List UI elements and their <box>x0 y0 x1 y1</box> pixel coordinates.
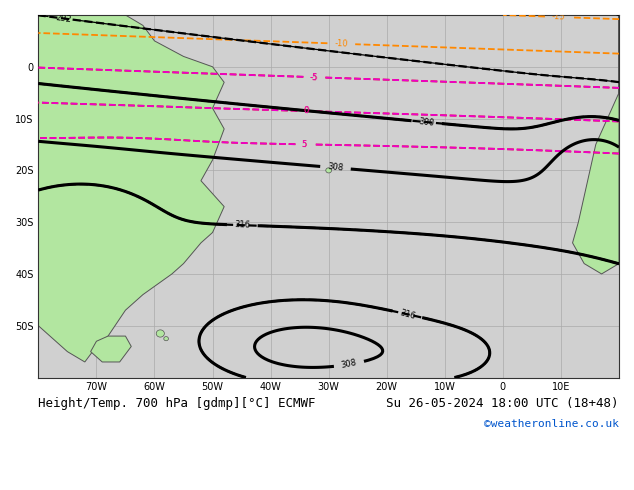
Text: Su 26-05-2024 18:00 UTC (18+48): Su 26-05-2024 18:00 UTC (18+48) <box>387 397 619 411</box>
Polygon shape <box>39 15 224 362</box>
Text: Height/Temp. 700 hPa [gdmp][°C] ECMWF: Height/Temp. 700 hPa [gdmp][°C] ECMWF <box>39 397 316 411</box>
Text: 316: 316 <box>234 220 250 230</box>
Text: 308: 308 <box>340 358 358 370</box>
Text: -5: -5 <box>310 73 318 82</box>
Text: -15: -15 <box>552 12 566 22</box>
Text: ©weatheronline.co.uk: ©weatheronline.co.uk <box>484 419 619 429</box>
Text: 0: 0 <box>304 106 309 116</box>
Text: 300: 300 <box>418 117 435 127</box>
Text: 5: 5 <box>302 140 307 149</box>
Text: 0: 0 <box>304 106 309 116</box>
Circle shape <box>156 330 164 337</box>
Circle shape <box>326 168 332 173</box>
Text: 292: 292 <box>55 13 72 24</box>
Text: -10: -10 <box>334 39 348 49</box>
Polygon shape <box>573 15 619 274</box>
Polygon shape <box>91 336 131 362</box>
Circle shape <box>164 337 169 341</box>
Text: 308: 308 <box>327 163 344 173</box>
Text: -5: -5 <box>310 73 318 82</box>
Text: 5: 5 <box>302 140 307 149</box>
Text: 316: 316 <box>398 308 417 320</box>
